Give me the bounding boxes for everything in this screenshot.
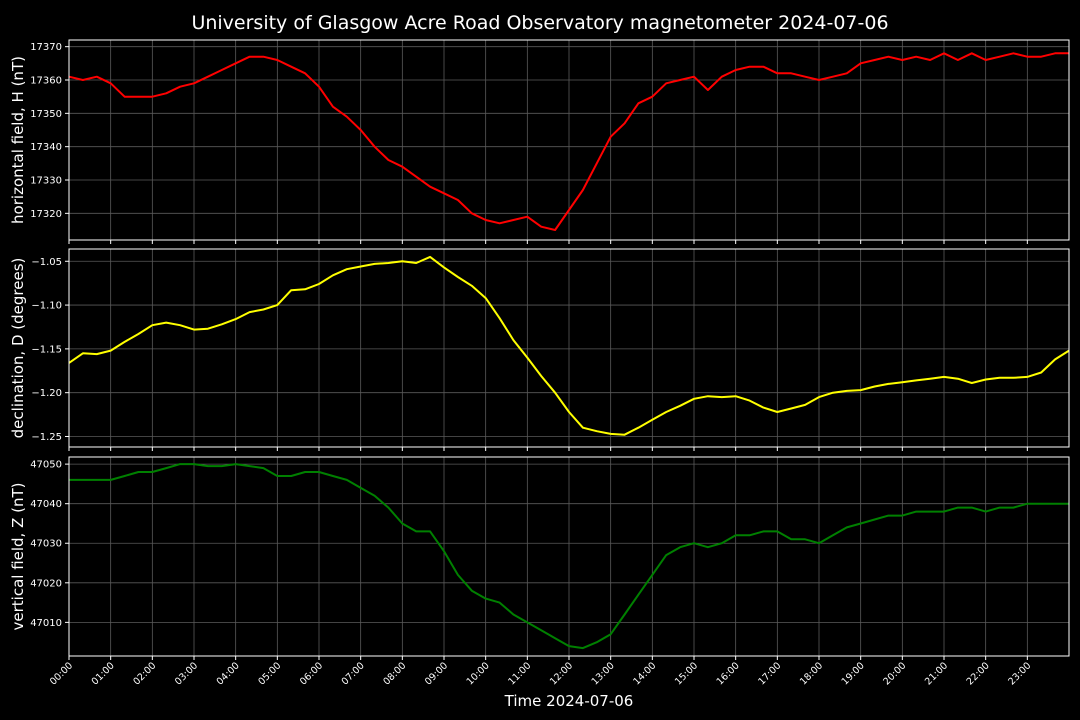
y-tick-label: 17370 bbox=[30, 42, 62, 53]
y-tick-label: 17350 bbox=[30, 109, 62, 120]
y-tick-label: 47050 bbox=[30, 460, 62, 471]
series-line-Z bbox=[69, 463, 1069, 650]
y-tick-label: 47010 bbox=[30, 618, 62, 629]
y-tick-label: 17320 bbox=[30, 209, 62, 220]
y-tick-label: 17360 bbox=[30, 76, 62, 87]
y-axis-label: horizontal field, H (nT) bbox=[9, 56, 27, 224]
y-tick-label: 17330 bbox=[30, 176, 62, 187]
y-tick-label: −1.15 bbox=[31, 344, 62, 355]
y-tick-label: −1.20 bbox=[31, 388, 62, 399]
panel-D: −1.25 −1.20 −1.15 −1.10 −1.05 declination, D … bbox=[9, 248, 1070, 451]
panel-H: 17320 17330 17340 17350 17360 17370horizontal… bbox=[9, 39, 1070, 244]
chart-title: University of Glasgow Acre Road Observat… bbox=[191, 12, 888, 34]
y-tick-label: 47030 bbox=[30, 539, 62, 550]
series-line-H bbox=[68, 52, 1069, 231]
y-tick-label: −1.25 bbox=[31, 432, 62, 443]
x-axis-label: Time 2024-07-06 bbox=[504, 692, 634, 710]
y-axis-label: vertical field, Z (nT) bbox=[9, 482, 27, 630]
y-axis-label: declination, D (degrees) bbox=[9, 258, 27, 439]
y-tick-label: 47040 bbox=[30, 499, 62, 510]
y-tick-label: 17340 bbox=[30, 142, 62, 153]
y-tick-label: −1.10 bbox=[31, 301, 62, 312]
y-tick-label: 47020 bbox=[30, 578, 62, 589]
series-line-D bbox=[68, 255, 1070, 436]
y-tick-label: −1.05 bbox=[31, 257, 62, 268]
